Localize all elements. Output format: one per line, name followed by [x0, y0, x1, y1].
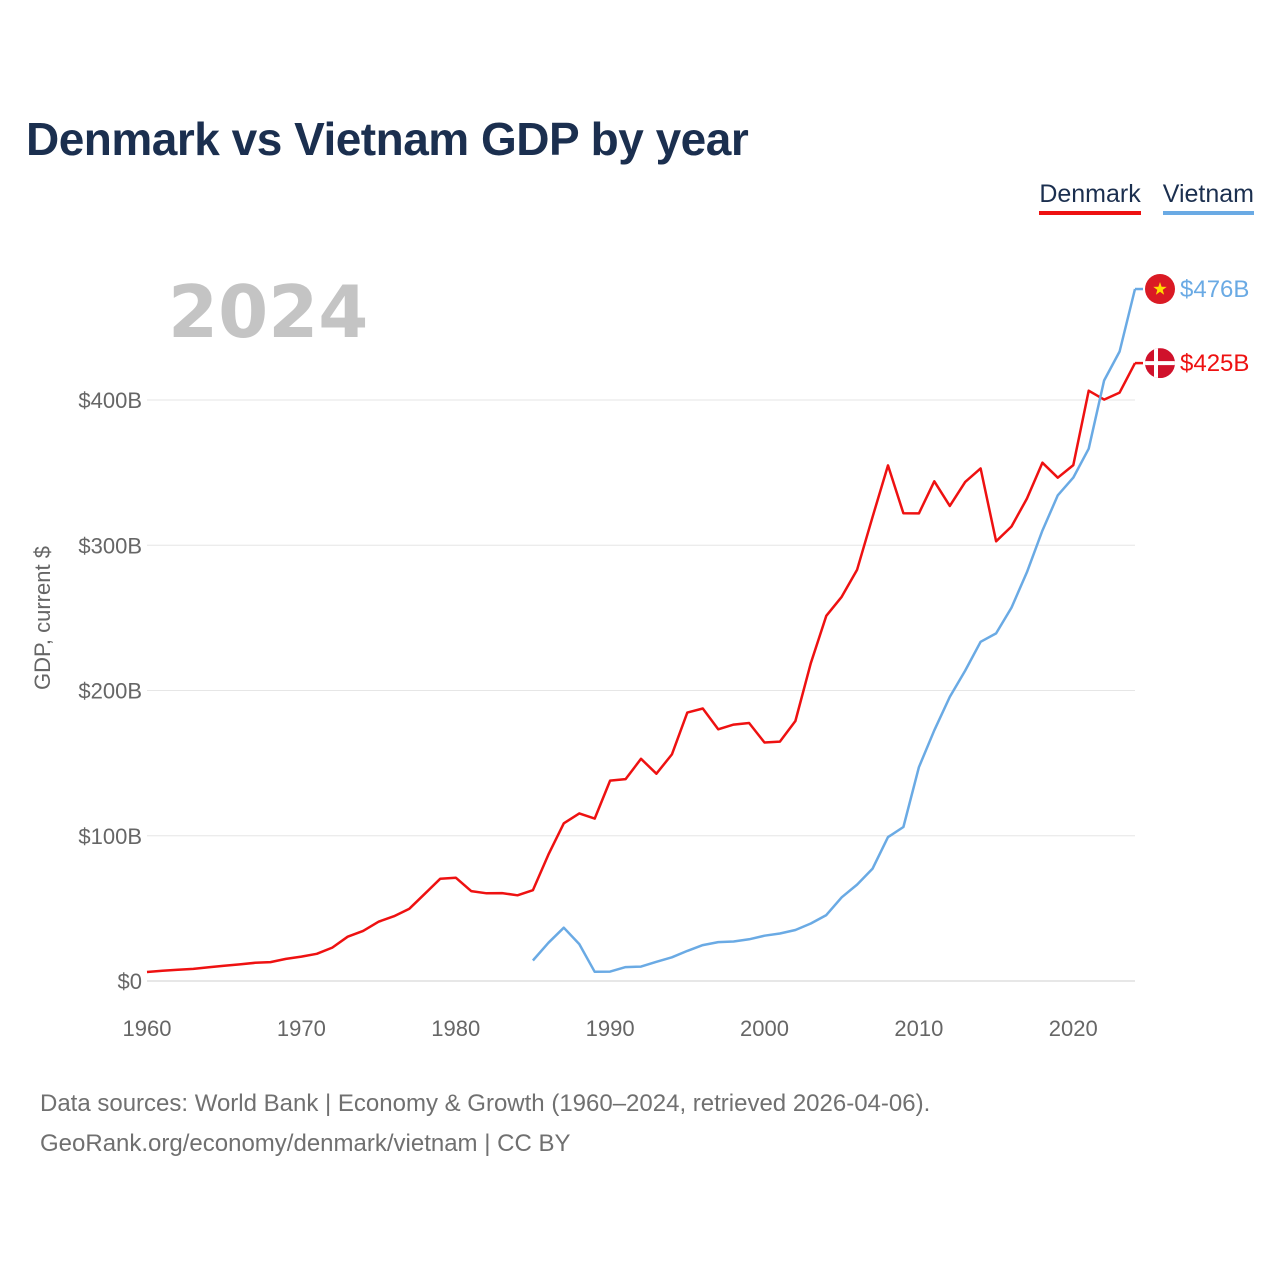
x-tick-label: 2010 — [894, 1016, 943, 1041]
vietnam-flag-icon — [1145, 274, 1175, 305]
series-line-vietnam[interactable] — [531, 288, 1137, 974]
y-tick-label: $400B — [78, 388, 142, 413]
source-line-2: GeoRank.org/economy/denmark/vietnam | CC… — [40, 1130, 571, 1157]
legend: Denmark Vietnam — [1039, 180, 1254, 215]
y-tick-label: $200B — [78, 679, 142, 704]
x-axis-ticks: 1960 1970 1980 1990 2000 2010 2020 — [123, 1016, 1098, 1041]
end-label-denmark: $425B — [1180, 350, 1249, 377]
x-tick-label: 2000 — [740, 1016, 789, 1041]
end-labels: $425B $476B — [1135, 274, 1249, 379]
x-tick-label: 1970 — [277, 1016, 326, 1041]
y-tick-label: $0 — [118, 969, 142, 994]
series-line-denmark[interactable] — [146, 362, 1137, 974]
x-tick-label: 1980 — [431, 1016, 480, 1041]
x-tick-label: 2020 — [1049, 1016, 1098, 1041]
legend-item-denmark[interactable]: Denmark — [1039, 180, 1141, 215]
end-label-vietnam: $476B — [1180, 276, 1249, 303]
y-tick-label: $100B — [78, 824, 142, 849]
legend-item-vietnam[interactable]: Vietnam — [1162, 180, 1254, 215]
year-watermark: 2024 — [168, 270, 368, 354]
denmark-flag-icon — [1145, 348, 1175, 379]
y-axis-label: GDP, current $ — [30, 546, 55, 690]
x-tick-label: 1960 — [123, 1016, 172, 1041]
chart-title: Denmark vs Vietnam GDP by year — [26, 113, 749, 165]
source-note: Data sources: World Bank | Economy & Gro… — [40, 1084, 930, 1164]
y-axis-ticks: $0 $100B $200B $300B $400B — [78, 388, 142, 994]
y-tick-label: $300B — [78, 533, 142, 558]
series-lines — [146, 288, 1137, 974]
gridlines — [147, 399, 1135, 982]
source-line-1: Data sources: World Bank | Economy & Gro… — [40, 1090, 931, 1117]
x-tick-label: 1990 — [586, 1016, 635, 1041]
